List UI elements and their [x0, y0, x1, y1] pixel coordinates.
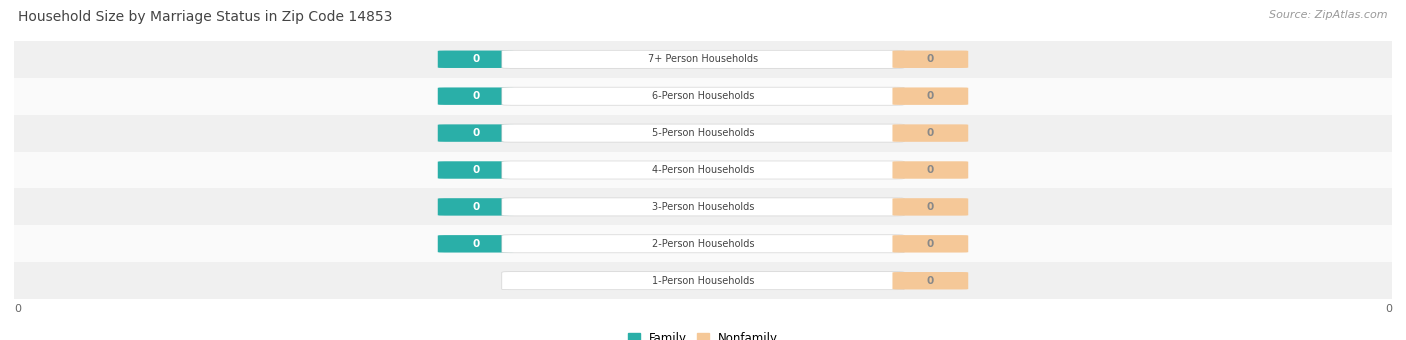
- FancyBboxPatch shape: [893, 235, 969, 253]
- Text: 7+ Person Households: 7+ Person Households: [648, 54, 758, 64]
- FancyBboxPatch shape: [893, 272, 969, 289]
- FancyBboxPatch shape: [893, 161, 969, 179]
- Text: 0: 0: [472, 165, 479, 175]
- Text: 0: 0: [472, 54, 479, 64]
- Text: 6-Person Households: 6-Person Households: [652, 91, 754, 101]
- FancyBboxPatch shape: [437, 235, 513, 253]
- FancyBboxPatch shape: [437, 87, 513, 105]
- Legend: Family, Nonfamily: Family, Nonfamily: [623, 328, 783, 340]
- Text: 0: 0: [927, 91, 934, 101]
- FancyBboxPatch shape: [893, 124, 969, 142]
- Text: 0: 0: [472, 128, 479, 138]
- FancyBboxPatch shape: [502, 198, 904, 216]
- FancyBboxPatch shape: [502, 87, 904, 105]
- Text: 0: 0: [927, 276, 934, 286]
- Bar: [14, 115, 1392, 152]
- Text: 0: 0: [927, 165, 934, 175]
- FancyBboxPatch shape: [437, 51, 513, 68]
- FancyBboxPatch shape: [437, 161, 513, 179]
- FancyBboxPatch shape: [502, 235, 904, 253]
- Bar: [14, 188, 1392, 225]
- Text: Household Size by Marriage Status in Zip Code 14853: Household Size by Marriage Status in Zip…: [18, 10, 392, 24]
- FancyBboxPatch shape: [893, 51, 969, 68]
- Text: Source: ZipAtlas.com: Source: ZipAtlas.com: [1270, 10, 1388, 20]
- Text: 0: 0: [472, 239, 479, 249]
- FancyBboxPatch shape: [437, 124, 513, 142]
- FancyBboxPatch shape: [893, 198, 969, 216]
- Text: 0: 0: [472, 202, 479, 212]
- FancyBboxPatch shape: [502, 272, 904, 290]
- FancyBboxPatch shape: [502, 50, 904, 68]
- Bar: [14, 78, 1392, 115]
- Text: 0: 0: [14, 304, 21, 313]
- Text: 0: 0: [927, 54, 934, 64]
- Text: 0: 0: [472, 91, 479, 101]
- FancyBboxPatch shape: [893, 87, 969, 105]
- Bar: [14, 41, 1392, 78]
- Text: 0: 0: [927, 128, 934, 138]
- Text: 0: 0: [927, 202, 934, 212]
- Text: 2-Person Households: 2-Person Households: [652, 239, 754, 249]
- FancyBboxPatch shape: [502, 124, 904, 142]
- FancyBboxPatch shape: [437, 198, 513, 216]
- Bar: [14, 225, 1392, 262]
- Text: 4-Person Households: 4-Person Households: [652, 165, 754, 175]
- Text: 5-Person Households: 5-Person Households: [652, 128, 754, 138]
- Text: 0: 0: [1385, 304, 1392, 313]
- Bar: [14, 152, 1392, 188]
- Text: 1-Person Households: 1-Person Households: [652, 276, 754, 286]
- Bar: [14, 262, 1392, 299]
- Text: 0: 0: [927, 239, 934, 249]
- FancyBboxPatch shape: [502, 161, 904, 179]
- Text: 3-Person Households: 3-Person Households: [652, 202, 754, 212]
